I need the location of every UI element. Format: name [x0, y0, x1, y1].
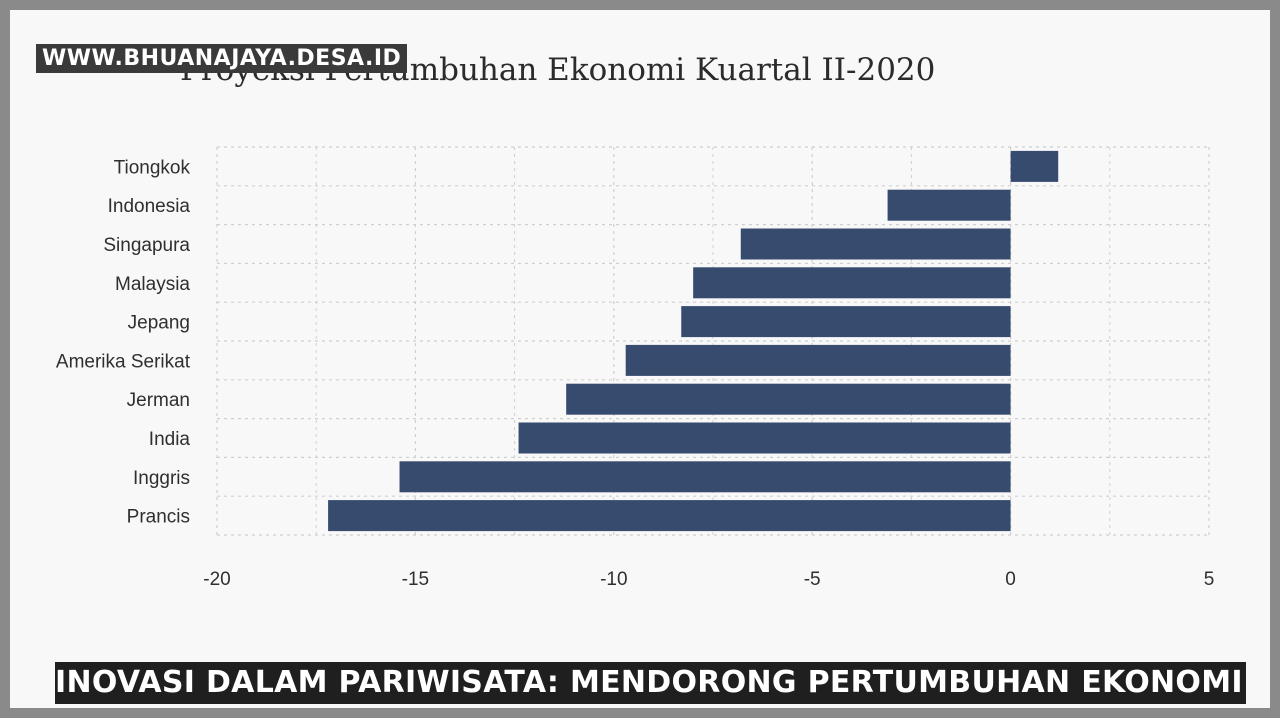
- category-label: Jerman: [127, 390, 190, 411]
- category-label: Amerika Serikat: [56, 351, 191, 372]
- x-tick-label: -10: [600, 569, 627, 590]
- x-tick-label: 0: [1005, 569, 1016, 590]
- category-label: Tiongkok: [114, 157, 191, 178]
- bar-inggris: [399, 461, 1011, 493]
- article-caption: INOVASI DALAM PARIWISATA: MENDORONG PERT…: [55, 662, 1246, 704]
- category-label: Prancis: [127, 507, 190, 528]
- x-tick-label: 5: [1204, 569, 1215, 590]
- category-label: Singapura: [103, 235, 190, 256]
- x-tick-label: -15: [402, 569, 429, 590]
- x-tick-label: -5: [804, 569, 821, 590]
- bar-india: [518, 422, 1011, 454]
- bar-malaysia: [693, 267, 1011, 299]
- category-label: Inggris: [133, 468, 190, 489]
- bar-tiongkok: [1010, 150, 1059, 182]
- category-label: Indonesia: [108, 196, 191, 217]
- x-tick-label: -20: [203, 569, 230, 590]
- bar-chart: Tiongkok Indonesia Singapura Malaysia Jepang…: [56, 146, 1215, 590]
- category-label: Malaysia: [115, 274, 190, 295]
- bar-prancis: [328, 500, 1011, 532]
- bar-jerman: [566, 383, 1011, 415]
- bar-jepang: [681, 306, 1011, 338]
- bar-singapura: [740, 228, 1011, 260]
- category-label: India: [149, 429, 191, 450]
- bar-amerika-serikat: [625, 344, 1011, 376]
- bar-indonesia: [887, 189, 1011, 221]
- category-label: Jepang: [128, 313, 190, 334]
- website-watermark: WWW.BHUANAJAYA.DESA.ID: [36, 44, 408, 73]
